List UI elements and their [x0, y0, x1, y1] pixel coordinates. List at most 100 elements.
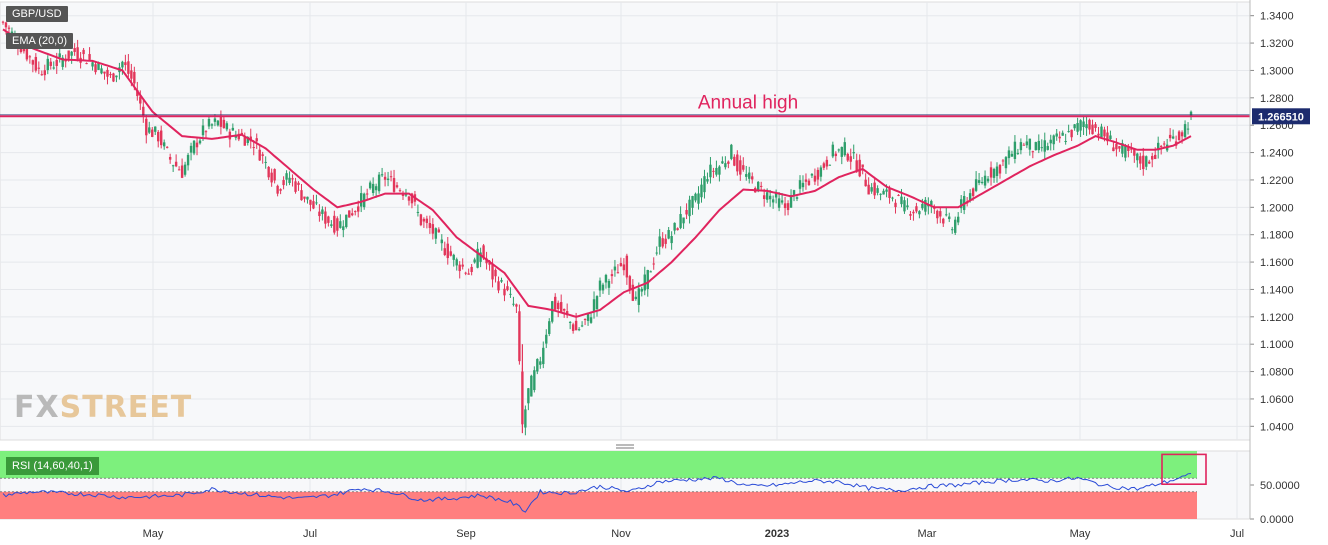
candle	[267, 165, 270, 180]
candle-body	[121, 61, 124, 68]
candle	[303, 196, 306, 203]
candle-body	[1133, 149, 1136, 156]
candle-body	[279, 189, 282, 191]
candle-body	[768, 195, 772, 200]
candle	[1168, 128, 1172, 142]
candle	[1028, 138, 1032, 156]
candle-body	[822, 163, 826, 168]
candle-body	[168, 157, 172, 160]
candle-body	[70, 51, 73, 56]
candle	[431, 218, 435, 240]
candle-body	[136, 89, 139, 97]
candle	[1046, 142, 1049, 151]
candle-body	[1079, 120, 1082, 131]
candle-body	[428, 223, 432, 228]
candle	[551, 300, 554, 324]
candle	[1142, 147, 1145, 176]
candle-body	[1067, 131, 1070, 133]
candle	[1139, 152, 1142, 171]
candle	[407, 195, 411, 206]
candle-body	[1136, 153, 1139, 161]
candle	[601, 282, 605, 294]
candle	[586, 313, 590, 326]
candle-body	[315, 202, 318, 204]
candle	[882, 188, 885, 195]
candle	[52, 61, 55, 70]
candle	[852, 144, 855, 160]
candle-body	[867, 184, 870, 195]
candle-body	[619, 263, 623, 267]
candle-body	[792, 190, 796, 196]
candle	[192, 140, 196, 156]
candle-body	[706, 179, 709, 182]
candle-body	[160, 130, 163, 146]
candle-body	[431, 224, 435, 234]
candle	[61, 55, 64, 70]
candle	[333, 210, 336, 235]
candle-body	[1091, 124, 1094, 135]
candle-body	[7, 27, 11, 29]
candle-body	[342, 226, 345, 231]
ema-line	[2, 28, 1192, 318]
candle-body	[171, 165, 175, 167]
candle-body	[819, 167, 823, 177]
candle	[652, 257, 655, 270]
candle-body	[255, 138, 258, 142]
candle	[324, 206, 327, 229]
candle	[616, 264, 620, 274]
candle-body	[336, 218, 339, 231]
candle	[109, 71, 112, 79]
candle	[571, 322, 575, 334]
candle-body	[607, 280, 611, 288]
candle	[443, 241, 446, 257]
candle-body	[282, 180, 285, 186]
candle	[819, 165, 823, 182]
candle-body	[1085, 124, 1088, 129]
candle-body	[915, 206, 918, 212]
candle-body	[285, 173, 288, 180]
candle	[1019, 138, 1023, 155]
candle-body	[294, 181, 297, 192]
candle-body	[765, 192, 769, 200]
candle-body	[103, 71, 106, 74]
candle	[622, 258, 626, 276]
candle-body	[288, 177, 291, 183]
candle	[771, 195, 775, 209]
candle-body	[4, 22, 8, 28]
candle	[177, 166, 181, 171]
candle-body	[127, 61, 130, 74]
candle-body	[742, 165, 745, 170]
candle-body	[94, 64, 97, 73]
candle-body	[300, 190, 303, 201]
candle-body	[195, 142, 199, 148]
candle-body	[198, 140, 202, 144]
candle-body	[610, 274, 614, 277]
candle	[1118, 146, 1121, 152]
candle-body	[1055, 133, 1058, 137]
candle	[807, 178, 811, 186]
candle	[315, 194, 318, 206]
candle	[649, 270, 652, 273]
candle	[264, 156, 267, 169]
candle-body	[479, 252, 482, 262]
candle-body	[494, 269, 497, 277]
candle-body	[789, 195, 793, 208]
candle	[697, 186, 700, 210]
candle-body	[1082, 121, 1085, 127]
candle-body	[148, 127, 151, 133]
candle	[957, 212, 960, 226]
candle	[1189, 110, 1193, 121]
price-tick-label: 1.0600	[1260, 394, 1294, 406]
candle-body	[270, 172, 273, 183]
candle-body	[900, 196, 903, 205]
candle-body	[622, 264, 626, 271]
candle-body	[1145, 156, 1148, 167]
candle	[825, 156, 829, 170]
candle	[1088, 118, 1091, 135]
candle	[148, 121, 151, 135]
candle	[306, 196, 309, 204]
candle-body	[631, 284, 635, 301]
time-tick-label: Jul	[303, 528, 317, 540]
candle	[685, 203, 688, 220]
